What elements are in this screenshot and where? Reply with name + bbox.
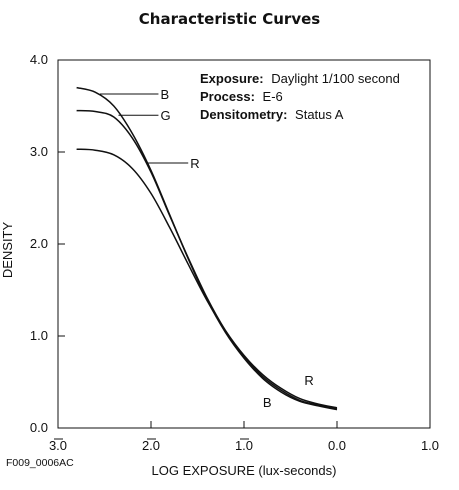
- series-r-curve: [76, 148, 338, 409]
- info-process-label: Process:: [200, 89, 255, 104]
- curve-label: B: [160, 87, 169, 102]
- curve-label: G: [160, 108, 170, 123]
- y-tick-label: 1.0: [30, 328, 48, 343]
- info-process-value: E-6: [263, 89, 283, 104]
- y-axis-label: DENSITY: [0, 222, 15, 279]
- tick-group: 0.0 1.0 2.0 3.0 4.0 3.0 2.0 1.0 0.0 1.0: [30, 52, 439, 453]
- curve-label: B: [263, 395, 272, 410]
- chart-title: Characteristic Curves: [138, 10, 321, 28]
- y-tick-label: 0.0: [30, 420, 48, 435]
- info-exposure-value: Daylight 1/100 second: [271, 71, 400, 86]
- y-tick-label: 2.0: [30, 236, 48, 251]
- x-tick-label: 2.0: [142, 438, 160, 453]
- x-tick-label: 0.0: [328, 438, 346, 453]
- info-exposure-label: Exposure:: [200, 71, 264, 86]
- figure-id: F009_0006AC: [6, 457, 74, 469]
- info-exposure: Exposure: Daylight 1/100 second: [200, 71, 400, 86]
- x-tick-label: 3.0: [49, 438, 67, 453]
- x-tick-label: 1.0: [421, 438, 439, 453]
- y-tick-label: 4.0: [30, 52, 48, 67]
- curve-label: R: [190, 156, 199, 171]
- info-densitometry-label: Densitometry:: [200, 107, 287, 122]
- curve-group: [76, 86, 338, 411]
- curve-label: R: [304, 373, 313, 388]
- info-densitometry: Densitometry: Status A: [200, 107, 344, 122]
- x-axis-label: LOG EXPOSURE (lux-seconds): [152, 463, 337, 478]
- info-densitometry-value: Status A: [295, 107, 344, 122]
- info-process: Process: E-6: [200, 89, 283, 104]
- x-tick-label: 1.0: [235, 438, 253, 453]
- y-tick-label: 3.0: [30, 144, 48, 159]
- series-g-curve: [76, 109, 338, 410]
- series-b-curve: [76, 86, 338, 411]
